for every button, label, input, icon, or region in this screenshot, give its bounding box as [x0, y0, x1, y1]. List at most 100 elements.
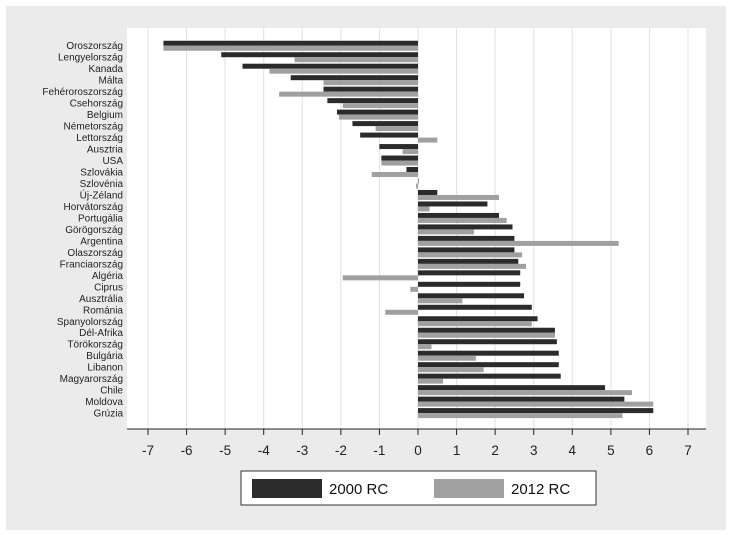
x-tick-label: 2: [491, 443, 499, 458]
bar-2000-30: [418, 385, 606, 391]
x-tick-label: 6: [646, 443, 654, 458]
legend: 2000 RC 2012 RC: [240, 470, 597, 506]
bar-2012-11: [371, 172, 418, 178]
legend-label-2012: 2012 RC: [511, 481, 570, 498]
bar-2012-27: [418, 355, 476, 361]
category-label: Románia: [83, 305, 123, 316]
bar-2000-11: [406, 167, 418, 173]
bar-2012-23: [385, 309, 418, 315]
category-label: Franciaország: [60, 259, 123, 270]
bar-2000-1: [221, 52, 418, 58]
bar-2012-30: [418, 390, 633, 396]
bar-2012-21: [410, 286, 418, 292]
legend-swatch-2000: [252, 479, 322, 498]
category-label: Fehéroroszország: [42, 87, 123, 98]
category-labels: OroszországLengyelországKanadaMáltaFehér…: [42, 41, 123, 419]
category-label: Ausztrália: [79, 294, 123, 305]
bar-2012-4: [279, 91, 418, 97]
bar-2000-18: [418, 247, 515, 253]
bar-2012-2: [269, 68, 418, 74]
category-label: Törökország: [67, 340, 123, 351]
category-label: Németország: [64, 122, 123, 133]
bar-2000-14: [418, 201, 488, 207]
bar-2000-25: [418, 327, 555, 333]
x-tick-label: 7: [684, 443, 692, 458]
x-tick-label: -6: [181, 443, 193, 458]
bar-2012-32: [418, 413, 623, 419]
category-label: Görögország: [65, 225, 123, 236]
category-label: Algéria: [92, 271, 124, 282]
bar-2012-10: [381, 160, 418, 166]
bar-2000-23: [418, 304, 532, 310]
bar-2012-15: [418, 217, 507, 223]
category-label: Moldova: [85, 397, 123, 408]
category-label: Argentina: [80, 236, 123, 247]
x-tick-label: 1: [453, 443, 461, 458]
x-tick-label: 4: [569, 443, 577, 458]
bar-2012-9: [402, 149, 418, 155]
bar-2012-0: [163, 45, 418, 51]
bar-2000-8: [360, 132, 418, 138]
bar-2012-26: [418, 344, 432, 350]
bar-2012-22: [418, 298, 463, 304]
bar-2000-2: [242, 63, 418, 69]
bar-2000-16: [418, 224, 513, 230]
category-label: Spanyolország: [57, 317, 123, 328]
legend-swatch-2012: [434, 479, 504, 498]
category-label: Chile: [100, 386, 123, 397]
x-tick-label: -4: [258, 443, 270, 458]
bar-2012-13: [418, 194, 499, 200]
bar-2000-17: [418, 235, 515, 241]
x-axis: -7 -6 -5 -4 -3 -2 -1 0 1 2 3 4 5 6 7: [127, 428, 706, 458]
category-label: Kanada: [89, 64, 124, 75]
bar-2012-25: [418, 332, 555, 338]
bar-2012-24: [418, 321, 532, 327]
x-tick-label: -2: [335, 443, 347, 458]
x-tick-label: -1: [373, 443, 385, 458]
legend-label-2000: 2000 RC: [329, 481, 388, 498]
category-label: Málta: [99, 76, 124, 87]
bar-2012-5: [342, 103, 418, 109]
category-label: Portugália: [78, 213, 123, 224]
category-label: Horvátország: [64, 202, 123, 213]
category-label: Új-Zéland: [80, 188, 123, 201]
bar-2000-24: [418, 316, 538, 322]
x-tick-label: 3: [530, 443, 538, 458]
category-label: Dél-Afrika: [79, 328, 123, 339]
bar-2000-0: [163, 40, 418, 46]
bar-2000-22: [418, 293, 525, 299]
bar-2000-5: [327, 98, 418, 104]
category-label: Belgium: [87, 110, 123, 121]
bar-2000-12: [418, 178, 419, 184]
bar-2012-16: [418, 229, 474, 235]
bar-2000-15: [418, 212, 499, 218]
category-label: Bulgária: [86, 351, 123, 362]
bar-2000-31: [418, 396, 625, 402]
category-label: Lettország: [76, 133, 123, 144]
x-tick-label: 0: [414, 443, 422, 458]
bar-2012-7: [375, 126, 418, 132]
bar-2000-13: [418, 189, 438, 195]
bar-2000-6: [337, 109, 418, 115]
bar-2012-12: [416, 183, 418, 189]
category-label: Magyarország: [60, 374, 123, 385]
bar-2012-20: [342, 275, 418, 281]
bar-2012-1: [294, 57, 418, 63]
bar-2012-6: [338, 114, 418, 120]
bar-2012-29: [418, 378, 444, 384]
bar-2000-21: [418, 281, 521, 287]
category-label: Csehország: [70, 99, 123, 110]
bar-2012-31: [418, 401, 654, 407]
bar-2000-28: [418, 362, 559, 368]
bar-2012-17: [418, 240, 619, 246]
category-label: Lengyelország: [58, 53, 123, 64]
category-label: Libanon: [87, 363, 123, 374]
bar-2000-19: [418, 258, 519, 264]
bar-2012-3: [323, 80, 418, 86]
bar-2012-19: [418, 263, 526, 269]
x-tick-label: -3: [296, 443, 308, 458]
bar-2012-18: [418, 252, 523, 258]
bar-2000-4: [323, 86, 418, 92]
x-tick-label: 5: [607, 443, 615, 458]
bars: [163, 40, 654, 419]
